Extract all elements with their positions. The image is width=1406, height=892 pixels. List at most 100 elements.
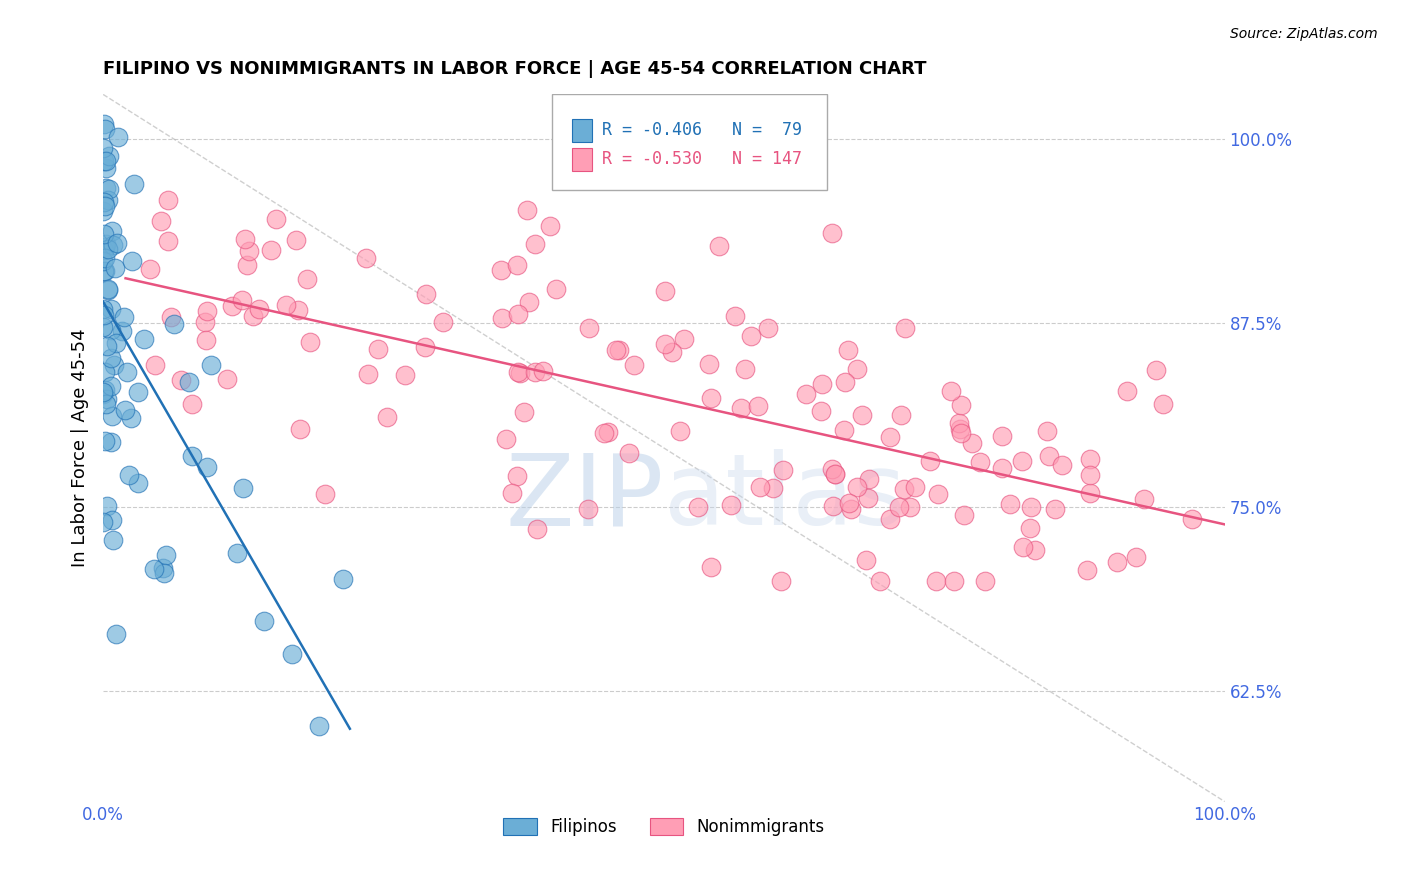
Filipinos — [114, 403, 136, 417]
Nonimmigrants — [194, 315, 217, 329]
Nonimmigrants — [506, 258, 529, 272]
Nonimmigrants — [236, 258, 259, 272]
FancyBboxPatch shape — [572, 148, 592, 170]
Nonimmigrants — [824, 467, 846, 481]
Filipinos — [127, 476, 149, 491]
FancyBboxPatch shape — [572, 120, 592, 142]
Nonimmigrants — [973, 574, 995, 588]
Nonimmigrants — [851, 408, 873, 422]
Nonimmigrants — [890, 408, 912, 422]
Nonimmigrants — [810, 403, 832, 417]
Nonimmigrants — [700, 559, 723, 574]
Filipinos — [101, 533, 124, 547]
Nonimmigrants — [837, 343, 859, 358]
Nonimmigrants — [531, 364, 554, 378]
Text: FILIPINO VS NONIMMIGRANTS IN LABOR FORCE | AGE 45-54 CORRELATION CHART: FILIPINO VS NONIMMIGRANTS IN LABOR FORCE… — [103, 60, 927, 78]
Nonimmigrants — [1116, 384, 1139, 399]
Filipinos — [111, 324, 134, 338]
Filipinos — [96, 392, 118, 407]
Nonimmigrants — [524, 366, 547, 380]
Nonimmigrants — [516, 203, 538, 218]
Nonimmigrants — [918, 454, 941, 468]
Filipinos — [232, 482, 254, 496]
Nonimmigrants — [491, 310, 513, 325]
Filipinos — [120, 410, 142, 425]
Nonimmigrants — [276, 298, 298, 312]
Nonimmigrants — [724, 309, 747, 323]
Text: Source: ZipAtlas.com: Source: ZipAtlas.com — [1230, 27, 1378, 41]
Filipinos — [153, 566, 176, 580]
Nonimmigrants — [157, 235, 180, 249]
Nonimmigrants — [1050, 458, 1073, 472]
Filipinos — [94, 161, 117, 176]
Nonimmigrants — [1105, 555, 1128, 569]
Nonimmigrants — [592, 425, 614, 440]
Nonimmigrants — [367, 342, 389, 356]
Filipinos — [96, 499, 118, 513]
Filipinos — [97, 283, 120, 297]
Nonimmigrants — [824, 467, 846, 481]
Nonimmigrants — [298, 334, 321, 349]
Nonimmigrants — [1043, 501, 1066, 516]
Nonimmigrants — [758, 321, 780, 335]
Nonimmigrants — [1019, 521, 1042, 535]
Filipinos — [93, 121, 115, 136]
Nonimmigrants — [845, 362, 868, 376]
Nonimmigrants — [415, 340, 437, 354]
Nonimmigrants — [578, 321, 600, 335]
Nonimmigrants — [297, 271, 319, 285]
Nonimmigrants — [523, 237, 546, 252]
Filipinos — [97, 242, 120, 256]
Filipinos — [93, 244, 115, 258]
Nonimmigrants — [619, 446, 641, 460]
Nonimmigrants — [623, 358, 645, 372]
Filipinos — [104, 260, 127, 275]
Filipinos — [93, 251, 115, 265]
Nonimmigrants — [501, 485, 523, 500]
Filipinos — [308, 719, 330, 733]
Nonimmigrants — [730, 401, 752, 415]
Filipinos — [163, 317, 186, 331]
Nonimmigrants — [1080, 468, 1102, 483]
Filipinos — [281, 647, 304, 661]
Nonimmigrants — [139, 261, 162, 276]
Nonimmigrants — [949, 425, 972, 440]
Nonimmigrants — [149, 213, 172, 227]
Nonimmigrants — [673, 332, 696, 346]
Nonimmigrants — [887, 500, 910, 514]
Nonimmigrants — [669, 424, 692, 438]
Nonimmigrants — [654, 337, 676, 351]
Nonimmigrants — [699, 357, 721, 371]
Text: atlas: atlas — [664, 449, 905, 546]
Nonimmigrants — [894, 321, 917, 335]
Nonimmigrants — [686, 500, 709, 514]
Nonimmigrants — [495, 432, 517, 446]
Nonimmigrants — [794, 387, 817, 401]
Nonimmigrants — [1076, 563, 1098, 577]
Nonimmigrants — [832, 423, 855, 437]
Nonimmigrants — [960, 435, 983, 450]
Nonimmigrants — [170, 373, 193, 387]
Filipinos — [94, 397, 117, 411]
Nonimmigrants — [605, 343, 627, 358]
Nonimmigrants — [1144, 363, 1167, 377]
Nonimmigrants — [821, 462, 844, 476]
Nonimmigrants — [898, 500, 921, 514]
Nonimmigrants — [770, 574, 793, 588]
Filipinos — [181, 449, 204, 463]
Nonimmigrants — [762, 481, 785, 495]
Nonimmigrants — [221, 299, 243, 313]
Nonimmigrants — [576, 502, 599, 516]
Nonimmigrants — [948, 416, 970, 430]
Nonimmigrants — [810, 376, 832, 391]
Filipinos — [100, 351, 122, 366]
Nonimmigrants — [432, 314, 454, 328]
Text: ZIP: ZIP — [506, 449, 664, 546]
Filipinos — [93, 154, 115, 169]
Nonimmigrants — [904, 480, 927, 494]
Filipinos — [91, 141, 114, 155]
Nonimmigrants — [242, 309, 264, 323]
Nonimmigrants — [233, 231, 256, 245]
Filipinos — [91, 385, 114, 400]
Nonimmigrants — [740, 329, 762, 343]
